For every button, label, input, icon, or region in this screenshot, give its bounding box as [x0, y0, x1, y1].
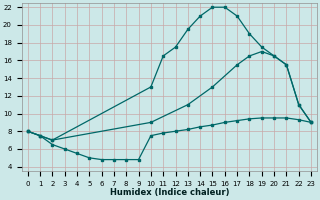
X-axis label: Humidex (Indice chaleur): Humidex (Indice chaleur): [110, 188, 229, 197]
